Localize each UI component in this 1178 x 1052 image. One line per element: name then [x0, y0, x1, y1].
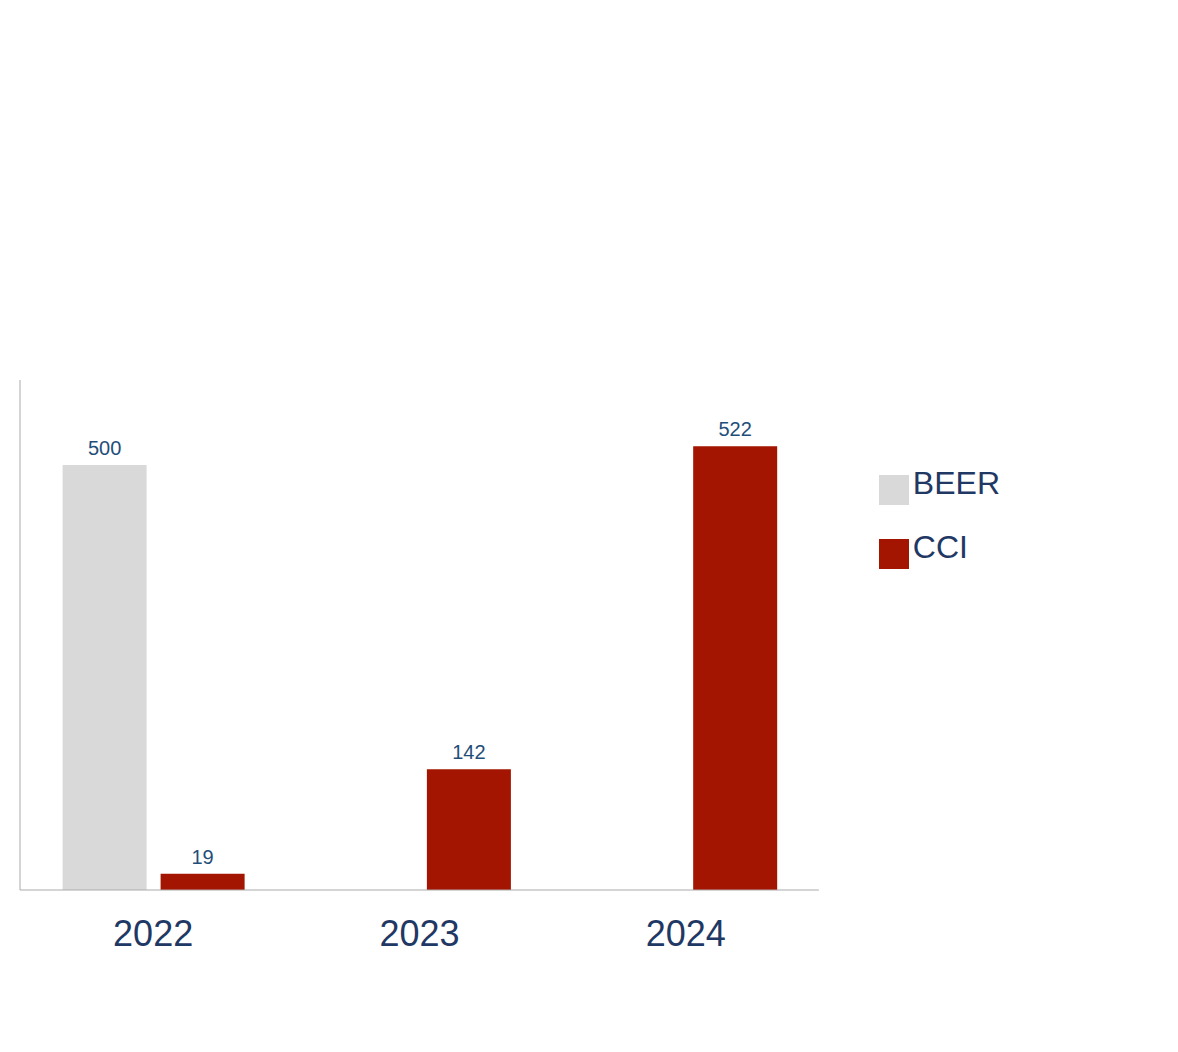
svg-text:142: 142: [452, 741, 485, 763]
html-text:BEER: BEER: [912, 465, 1000, 501]
svg-text:522: 522: [718, 418, 751, 440]
html-text:CCI: CCI: [912, 529, 968, 565]
svg-text:2024: 2024: [646, 913, 726, 954]
svg-text:500: 500: [88, 437, 121, 459]
svg-text:19: 19: [191, 846, 213, 868]
svg-text:2022: 2022: [113, 913, 193, 954]
svg-text:2023: 2023: [379, 913, 459, 954]
